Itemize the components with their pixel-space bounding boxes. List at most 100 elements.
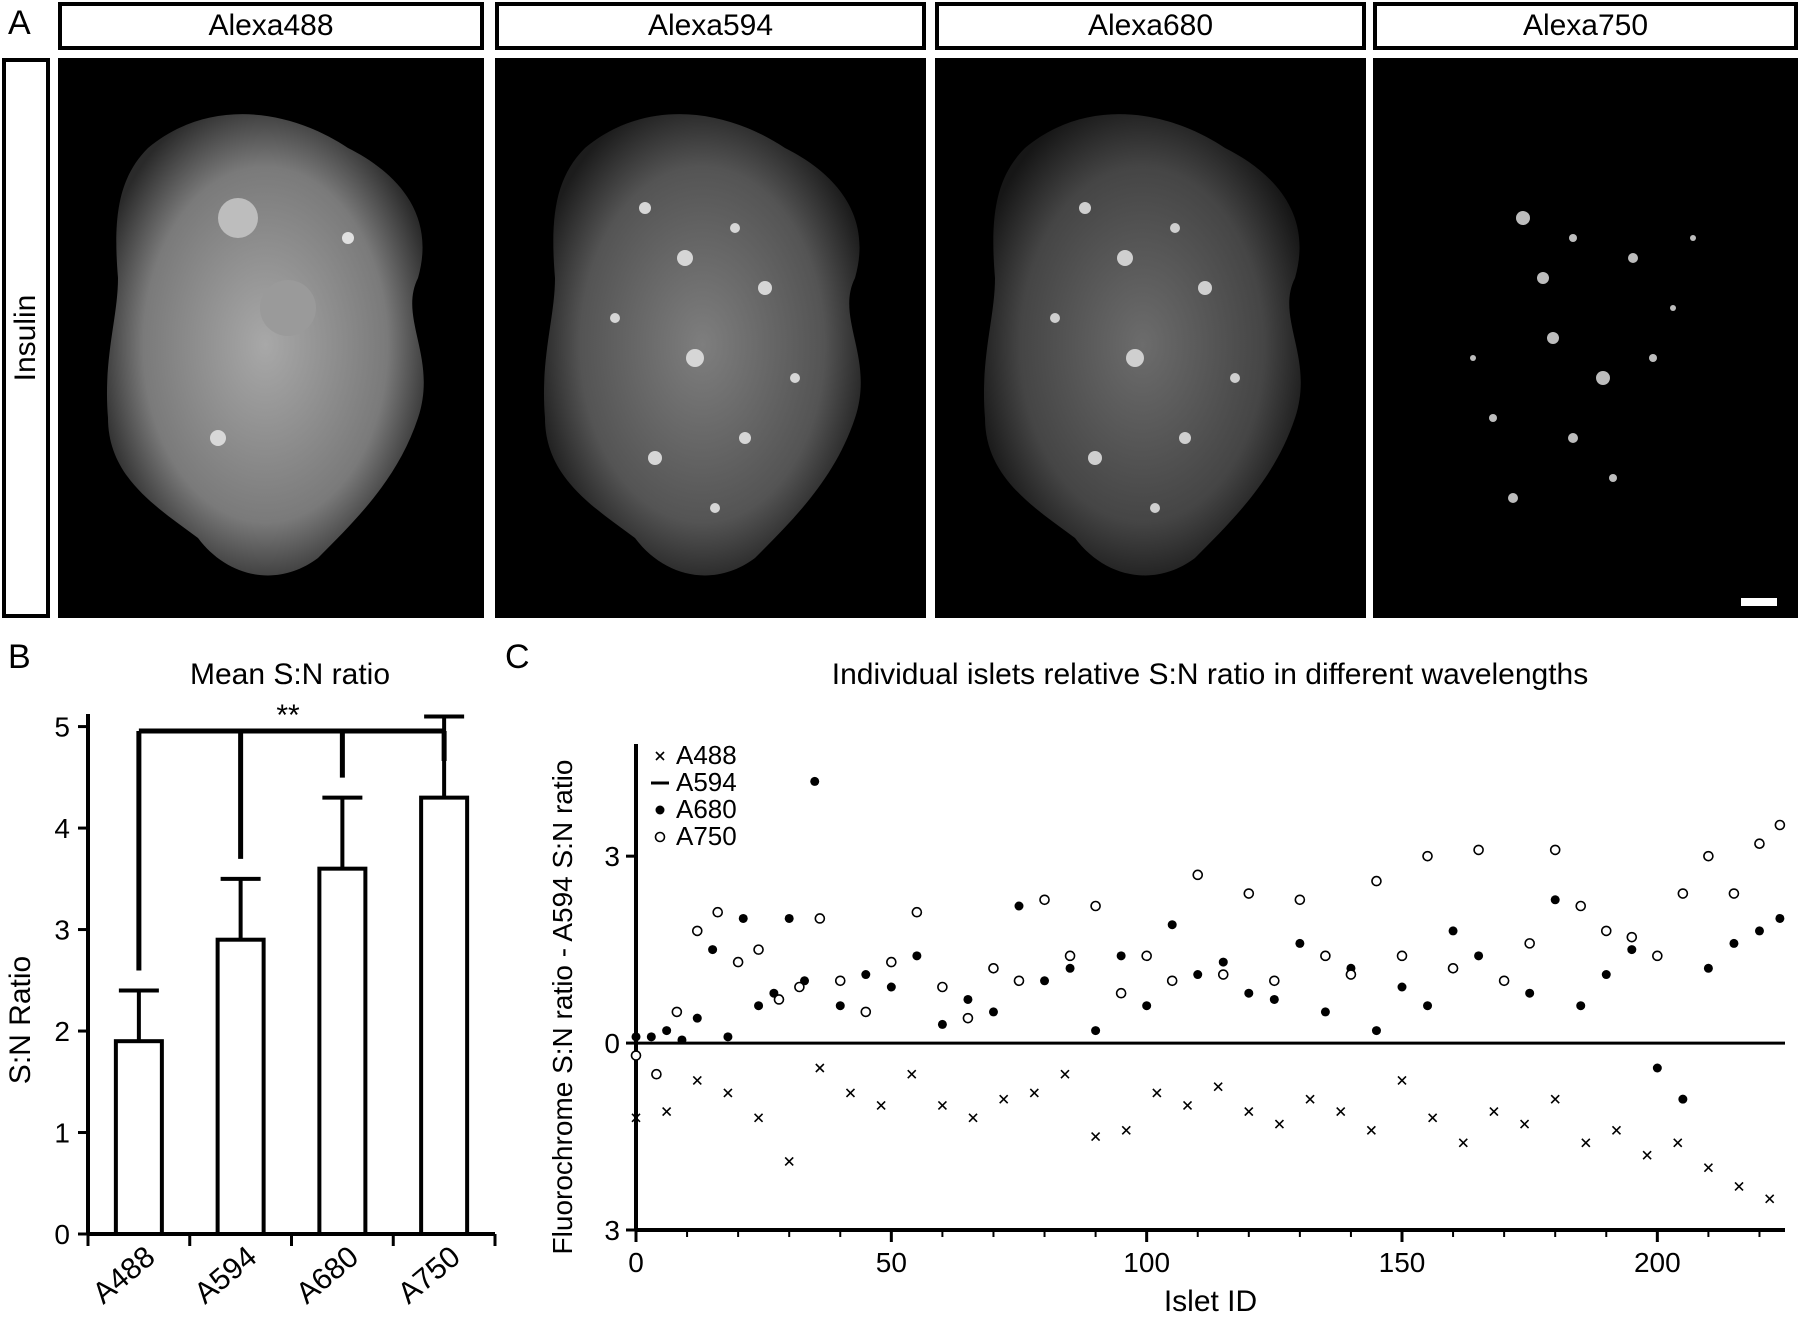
x-stroke: [968, 1113, 978, 1123]
point-a488: [1611, 1125, 1622, 1135]
x-stroke: [692, 1075, 702, 1086]
point-a680: [1014, 901, 1024, 911]
micrograph-alexa594: [495, 58, 926, 618]
point-a680: [1193, 970, 1203, 980]
x-stroke: [1121, 1125, 1131, 1135]
point-a750: [911, 906, 923, 918]
point-a488: [1397, 1075, 1407, 1086]
point-a488: [753, 1113, 764, 1123]
chart-c-ytick-label: 3: [604, 1215, 620, 1246]
point-a680: [1397, 982, 1407, 992]
point-a680: [1652, 1063, 1662, 1073]
point-a680: [1729, 938, 1739, 948]
point-a680: [631, 1032, 641, 1042]
point-a488: [937, 1100, 947, 1110]
point-a680: [1269, 994, 1279, 1004]
point-a750: [753, 944, 764, 955]
point-a750: [1192, 869, 1204, 881]
panel-a-letter: A: [8, 4, 31, 42]
x-stroke: [845, 1088, 856, 1098]
point-a488: [662, 1107, 672, 1117]
x-stroke: [1489, 1107, 1499, 1117]
chart-c-xtick-label: 100: [1123, 1247, 1170, 1278]
x-stroke: [1274, 1119, 1285, 1129]
x-stroke: [723, 1088, 733, 1098]
point-a488: [876, 1100, 886, 1110]
column-label-alexa488: Alexa488: [58, 2, 484, 50]
chart-c-title: Individual islets relative S:N ratio in …: [832, 658, 1589, 691]
point-a680: [1474, 951, 1484, 961]
point-a680: [1423, 1001, 1433, 1011]
legend-label: A680: [676, 794, 737, 824]
x-stroke: [1581, 1138, 1591, 1148]
point-a680: [677, 1035, 687, 1045]
chart-c-ylabel: Fluorochrome S:N ratio - A594 S:N ratio: [547, 760, 578, 1255]
chart-c-xtick-label: 0: [628, 1247, 644, 1278]
point-a750: [732, 956, 744, 968]
panel-c-letter: C: [505, 638, 530, 676]
x-stroke: [1091, 1131, 1101, 1142]
point-a680: [738, 913, 748, 923]
point-a488: [1703, 1163, 1713, 1173]
point-a488: [1581, 1138, 1591, 1148]
chart-c-ytick-label: 0: [604, 1028, 620, 1059]
x-tick-label: A680: [290, 1240, 365, 1310]
point-a680: [1244, 988, 1254, 998]
point-a750: [1575, 900, 1587, 912]
point-a680: [692, 1013, 702, 1023]
point-a750: [1166, 975, 1178, 987]
x-stroke: [1152, 1088, 1162, 1098]
point-a488: [1121, 1125, 1131, 1135]
point-a750: [691, 925, 703, 937]
point-a488: [631, 1113, 641, 1123]
point-a680: [1448, 926, 1458, 936]
point-a680: [963, 994, 973, 1004]
point-a680: [912, 951, 922, 961]
point-a750: [962, 1012, 974, 1024]
point-a488: [968, 1113, 978, 1123]
point-a750: [1703, 850, 1714, 862]
x-stroke: [1244, 1107, 1254, 1117]
x-stroke: [1765, 1194, 1775, 1204]
point-a488: [1765, 1194, 1775, 1204]
point-a680: [1627, 945, 1637, 955]
row-label-insulin: Insulin: [2, 58, 50, 618]
x-stroke: [662, 1107, 672, 1117]
point-a488: [1734, 1181, 1744, 1191]
point-a680: [1295, 938, 1305, 948]
point-a750: [1345, 969, 1357, 980]
point-a750: [1090, 900, 1101, 912]
scatter-chart-islets: Individual islets relative S:N ratio in …: [547, 658, 1786, 1318]
point-a680: [723, 1032, 733, 1042]
micrograph-alexa488: [58, 58, 484, 618]
column-label-alexa750: Alexa750: [1373, 2, 1798, 50]
point-a750: [1498, 975, 1510, 987]
x-stroke: [815, 1063, 825, 1073]
point-a750: [1371, 875, 1382, 887]
chart-c-xtick-label: 200: [1634, 1247, 1681, 1278]
point-a680: [708, 945, 718, 955]
x-stroke: [1611, 1125, 1622, 1135]
point-a750: [886, 956, 897, 968]
point-a750: [1320, 950, 1331, 962]
x-stroke: [1029, 1088, 1039, 1098]
x-stroke: [937, 1100, 947, 1110]
point-a488: [1458, 1138, 1468, 1148]
point-a750: [1524, 938, 1535, 949]
x-stroke: [1366, 1125, 1376, 1135]
point-a750: [1013, 975, 1025, 987]
micrograph-alexa750: [1373, 58, 1798, 618]
point-a750: [988, 963, 999, 974]
point-a750: [860, 1006, 872, 1018]
point-a680: [1550, 895, 1560, 905]
x-tick-label: A488: [86, 1240, 161, 1310]
point-a680: [1775, 913, 1785, 923]
x-stroke: [907, 1069, 917, 1079]
point-a488: [1366, 1125, 1376, 1135]
row-label-text: Insulin: [9, 294, 42, 382]
x-tick-label: A594: [188, 1240, 263, 1310]
x-stroke: [784, 1156, 794, 1167]
point-a488: [1060, 1069, 1070, 1079]
x-stroke: [1213, 1082, 1223, 1092]
point-a680: [1040, 976, 1050, 986]
